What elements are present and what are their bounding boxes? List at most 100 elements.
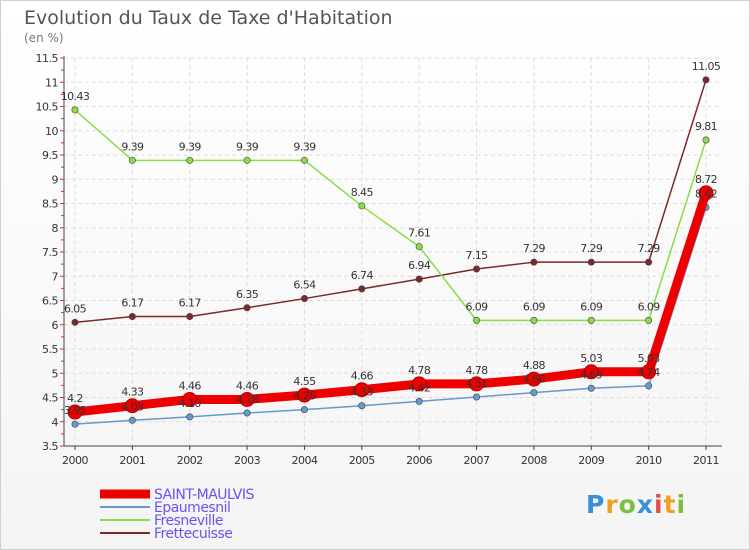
data-label: 6.09: [465, 300, 488, 313]
data-point: [186, 313, 194, 321]
y-tick-label: 6.5: [42, 295, 58, 308]
x-tick-label: 2004: [291, 454, 317, 467]
y-tick-label: 6: [52, 319, 59, 332]
data-label: 9.39: [121, 140, 144, 153]
data-label: 4.78: [408, 364, 431, 377]
data-label: 8.42: [695, 187, 717, 200]
y-tick-label: 10: [45, 125, 58, 138]
x-tick-label: 2001: [119, 454, 145, 467]
data-label: 6.05: [64, 302, 87, 315]
y-tick-label: 8: [52, 222, 59, 235]
data-point: [354, 382, 370, 398]
series-line: [74, 207, 707, 425]
data-label: 9.39: [236, 140, 259, 153]
y-tick-label: 4: [52, 416, 59, 429]
logo-letter: r: [605, 490, 619, 519]
data-label: 6.17: [121, 297, 144, 310]
legend-label: Fresneville: [154, 513, 223, 529]
data-point: [526, 371, 542, 387]
series-line: [74, 191, 711, 417]
data-point: [300, 295, 308, 303]
y-tick-label: 7: [52, 270, 59, 283]
data-label: 4.66: [351, 370, 374, 383]
x-tick-label: 2010: [636, 454, 662, 467]
data-label: 8.72: [695, 173, 717, 186]
data-label: 4.69: [580, 368, 603, 381]
legend: SAINT-MAULVISEpaumesnilFresnevilleFrette…: [100, 487, 255, 542]
data-point: [128, 156, 136, 164]
legend-label: Epaumesnil: [154, 500, 230, 516]
data-label: 4.60: [523, 373, 546, 386]
data-point: [128, 313, 136, 321]
data-point: [300, 156, 308, 164]
x-tick-label: 2009: [578, 454, 604, 467]
y-tick-label: 11: [45, 76, 58, 89]
data-label: 6.17: [179, 297, 202, 310]
data-label: 11.05: [692, 60, 721, 73]
data-label: 4.55: [293, 375, 316, 388]
data-label: 3.95: [64, 404, 87, 417]
logo-letter: P: [586, 490, 606, 519]
data-point: [530, 316, 538, 324]
data-point: [300, 406, 308, 414]
y-tick-label: 8.5: [42, 198, 58, 211]
data-point: [530, 258, 538, 266]
data-point: [71, 318, 79, 326]
grid: [64, 57, 722, 447]
data-point: [182, 391, 198, 407]
series-line: [74, 79, 707, 324]
data-label: 7.29: [638, 242, 661, 255]
data-label: 4.18: [236, 393, 259, 406]
data-point: [71, 106, 79, 114]
x-tick-label: 2007: [464, 454, 490, 467]
data-label: 9.39: [293, 140, 316, 153]
y-tick-label: 5: [52, 367, 59, 380]
data-label: 4.03: [121, 400, 144, 413]
data-point: [415, 243, 423, 251]
x-tick-label: 2008: [521, 454, 547, 467]
data-point: [530, 389, 538, 397]
data-label: 6.74: [351, 269, 374, 282]
data-label: 4.33: [351, 386, 374, 399]
data-point: [128, 416, 136, 424]
y-tick-label: 11.5: [36, 52, 59, 65]
y-tick-label: 7.5: [42, 246, 58, 259]
data-point: [702, 136, 710, 144]
data-point: [415, 275, 423, 283]
data-point: [587, 316, 595, 324]
y-tick-label: 10.5: [36, 101, 59, 114]
series-frettecuisse: [71, 76, 710, 326]
series-epaumesnil: [71, 203, 710, 428]
data-label: 8.45: [351, 186, 374, 199]
data-label: 6.09: [523, 300, 546, 313]
data-point: [243, 156, 251, 164]
legend-label: Frettecuisse: [154, 526, 232, 542]
data-point: [641, 364, 657, 380]
data-label: 4.74: [638, 366, 661, 379]
data-point: [645, 258, 653, 266]
data-point: [186, 413, 194, 421]
legend-label: SAINT-MAULVIS: [154, 487, 255, 503]
data-point: [296, 387, 312, 403]
data-point: [243, 409, 251, 417]
data-label: 5.03: [638, 352, 661, 365]
data-label: 6.94: [408, 259, 431, 272]
data-label: 4.88: [523, 359, 546, 372]
y-tick-label: 5.5: [42, 343, 58, 356]
y-tick-label: 3.5: [42, 440, 58, 453]
data-label: 5.03: [580, 352, 603, 365]
data-label: 4.2: [67, 392, 83, 405]
data-label: 6.35: [236, 288, 259, 301]
logo-letter: i: [676, 490, 687, 519]
data-label: 6.54: [293, 279, 316, 292]
data-point: [243, 304, 251, 312]
x-tick-label: 2003: [234, 454, 260, 467]
data-point: [186, 156, 194, 164]
data-point: [583, 364, 599, 380]
data-label: 7.29: [580, 242, 603, 255]
data-point: [67, 404, 83, 420]
data-label: 4.10: [179, 397, 202, 410]
data-point: [587, 384, 595, 392]
